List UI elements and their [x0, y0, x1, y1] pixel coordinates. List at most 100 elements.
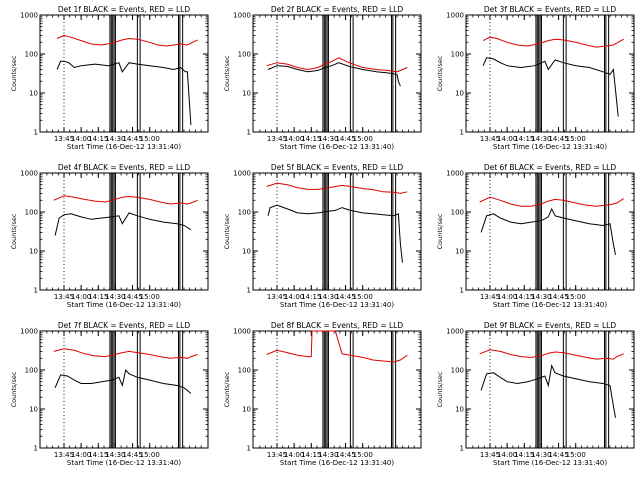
x-tick-label: 14:30: [531, 451, 551, 459]
x-tick-label: 14:45: [548, 135, 568, 143]
y-tick-label: 10: [455, 248, 464, 256]
events-series-1: [56, 60, 192, 126]
lld-series-8: [266, 330, 408, 363]
x-tick-label: 14:30: [105, 451, 125, 459]
events-series-5: [267, 204, 403, 263]
y-tick-label: 1000: [20, 170, 38, 178]
x-tick-label: 14:45: [548, 451, 568, 459]
chart-title-1: Det 1f BLACK = Events, RED = LLD: [58, 5, 191, 14]
x-tick-label: 14:15: [301, 451, 321, 459]
y-axis-label-3: Counts/sec: [436, 55, 444, 91]
x-tick-label: 14:30: [318, 135, 338, 143]
chart-panel-4: Det 4f BLACK = Events, RED = LLD 1 10 100 10…: [10, 163, 209, 309]
x-tick-label: 14:30: [105, 293, 125, 301]
y-tick-label: 100: [25, 51, 38, 59]
x-tick-label: 14:15: [88, 451, 108, 459]
events-series-3: [482, 57, 619, 117]
x-tick-label: 15:00: [353, 135, 373, 143]
y-tick-label: 1000: [20, 12, 38, 20]
chart-title-9: Det 9f BLACK = Events, RED = LLD: [484, 321, 617, 330]
x-tick-label: 14:00: [497, 451, 517, 459]
chart-panel-5: Det 5f BLACK = Events, RED = LLD 1 10 100 10…: [223, 163, 422, 309]
y-tick-label: 1: [460, 129, 464, 137]
x-tick-label: 14:00: [71, 451, 91, 459]
y-tick-label: 1: [460, 287, 464, 295]
x-tick-label: 14:45: [335, 293, 355, 301]
chart-panel-6: Det 6f BLACK = Events, RED = LLD 1 10 100 10…: [436, 163, 635, 309]
y-tick-label: 10: [455, 90, 464, 98]
y-tick-label: 1000: [233, 12, 251, 20]
y-tick-label: 1000: [446, 328, 464, 336]
y-axis-label-1: Counts/sec: [10, 55, 18, 91]
x-tick-label: 15:00: [566, 451, 586, 459]
y-tick-label: 1: [460, 445, 464, 453]
plot-frame-4: [39, 172, 209, 291]
y-axis-label-9: Counts/sec: [436, 371, 444, 407]
y-tick-label: 100: [238, 51, 251, 59]
y-tick-label: 100: [25, 209, 38, 217]
lld-series-6: [479, 196, 624, 207]
chart-panel-7: Det 7f BLACK = Events, RED = LLD 1 10 100 10…: [10, 321, 209, 467]
x-tick-label: 13:45: [480, 135, 500, 143]
chart-title-3: Det 3f BLACK = Events, RED = LLD: [484, 5, 617, 14]
y-tick-label: 10: [242, 90, 251, 98]
lld-series-2: [266, 57, 408, 73]
x-tick-label: 15:00: [140, 451, 160, 459]
x-tick-label: 14:45: [122, 293, 142, 301]
x-tick-label: 15:00: [140, 293, 160, 301]
x-tick-label: 15:00: [140, 135, 160, 143]
x-tick-label: 14:30: [318, 451, 338, 459]
chart-title-7: Det 7f BLACK = Events, RED = LLD: [58, 321, 191, 330]
chart-panel-8: Det 8f BLACK = Events, RED = LLD 1 10 100 10…: [223, 321, 422, 467]
x-tick-label: 14:45: [548, 293, 568, 301]
x-tick-label: 13:45: [54, 451, 74, 459]
x-tick-label: 14:30: [318, 293, 338, 301]
lld-series-7: [53, 348, 198, 359]
y-tick-label: 1000: [20, 328, 38, 336]
y-tick-label: 10: [242, 406, 251, 414]
x-axis-label-7: Start Time (16-Dec-12 13:31:40): [67, 459, 181, 467]
chart-title-5: Det 5f BLACK = Events, RED = LLD: [271, 163, 404, 172]
y-tick-label: 1000: [233, 328, 251, 336]
chart-panel-1: Det 1f BLACK = Events, RED = LLD 1 10 100 10…: [10, 5, 209, 151]
y-tick-label: 100: [451, 209, 464, 217]
x-tick-label: 14:00: [497, 293, 517, 301]
plot-frame-5: [252, 172, 422, 291]
x-tick-label: 13:45: [267, 293, 287, 301]
chart-panel-9: Det 9f BLACK = Events, RED = LLD 1 10 100 10…: [436, 321, 635, 467]
y-axis-label-2: Counts/sec: [223, 55, 231, 91]
chart-title-8: Det 8f BLACK = Events, RED = LLD: [271, 321, 404, 330]
y-tick-label: 1: [34, 287, 38, 295]
x-tick-label: 13:45: [267, 451, 287, 459]
x-tick-label: 13:45: [54, 293, 74, 301]
chart-title-6: Det 6f BLACK = Events, RED = LLD: [484, 163, 617, 172]
x-tick-label: 14:30: [531, 135, 551, 143]
plot-frame-3: [465, 14, 635, 133]
events-series-2: [267, 62, 401, 87]
chart-title-4: Det 4f BLACK = Events, RED = LLD: [58, 163, 191, 172]
x-tick-label: 15:00: [566, 135, 586, 143]
x-tick-label: 14:45: [122, 451, 142, 459]
x-tick-label: 14:15: [514, 451, 534, 459]
x-tick-label: 14:45: [122, 135, 142, 143]
y-tick-label: 1: [34, 445, 38, 453]
x-tick-label: 14:00: [71, 135, 91, 143]
x-axis-label-9: Start Time (16-Dec-12 13:31:40): [493, 459, 607, 467]
y-tick-label: 1: [247, 445, 251, 453]
plot-frame-6: [465, 172, 635, 291]
y-tick-label: 1000: [446, 170, 464, 178]
events-series-9: [480, 363, 616, 418]
x-tick-label: 15:00: [566, 293, 586, 301]
x-axis-label-5: Start Time (16-Dec-12 13:31:40): [280, 301, 394, 309]
events-series-4: [54, 212, 192, 236]
x-tick-label: 13:45: [267, 135, 287, 143]
events-series-6: [480, 207, 616, 255]
plot-frame-2: [252, 14, 422, 133]
y-tick-label: 1: [34, 129, 38, 137]
lld-series-1: [56, 34, 198, 47]
x-tick-label: 13:45: [480, 293, 500, 301]
x-tick-label: 14:15: [301, 293, 321, 301]
x-tick-label: 15:00: [353, 451, 373, 459]
x-tick-label: 14:15: [88, 135, 108, 143]
